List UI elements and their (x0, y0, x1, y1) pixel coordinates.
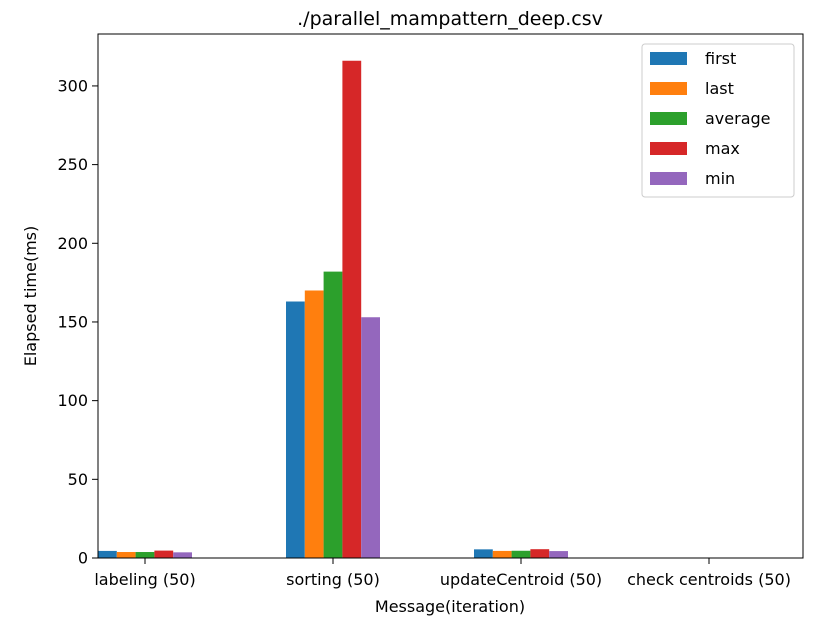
legend-label: average (705, 109, 771, 128)
bar-min-2 (549, 551, 568, 558)
y-tick-label: 0 (78, 549, 88, 568)
x-tick-label: labeling (50) (94, 570, 195, 589)
legend: first last average max min (641, 43, 795, 198)
x-tick-label: updateCentroid (50) (440, 570, 602, 589)
bar-last-0 (116, 552, 136, 558)
bar-last-2 (492, 550, 512, 558)
y-axis-label: Elapsed time(ms) (21, 226, 40, 367)
bar-max-2 (530, 549, 550, 558)
x-tick-label: check centroids (50) (627, 570, 791, 589)
bar-first-2 (474, 549, 493, 558)
bar-average-1 (323, 271, 343, 558)
legend-label: max (705, 139, 740, 158)
bar-first-0 (98, 550, 117, 558)
legend-swatch-last (650, 82, 687, 95)
bar-average-0 (135, 552, 155, 558)
bar-first-1 (286, 301, 305, 558)
legend-swatch-min (650, 172, 687, 185)
legend-label: min (705, 169, 735, 188)
bar-min-0 (173, 552, 192, 558)
bar-average-2 (511, 550, 531, 558)
y-tick-label: 200 (57, 234, 88, 253)
y-axis: 0 50 100 150 200 250 300 (57, 76, 98, 568)
bar-max-0 (154, 550, 174, 558)
bars-group (98, 60, 756, 558)
y-tick-label: 150 (57, 312, 88, 331)
bar-last-1 (304, 290, 324, 558)
legend-swatch-first (650, 52, 687, 65)
plot-frame (97, 33, 804, 559)
y-tick-label: 250 (57, 155, 88, 174)
bar-max-1 (342, 60, 362, 558)
x-axis: labeling (50) sorting (50) updateCentroid … (94, 558, 791, 589)
chart-title: ./parallel_mampattern_deep.csv (297, 8, 603, 30)
y-tick-label: 100 (57, 391, 88, 410)
legend-swatch-average (650, 112, 687, 125)
bar-min-1 (361, 317, 380, 558)
legend-label: first (705, 49, 736, 68)
x-tick-label: sorting (50) (286, 570, 380, 589)
x-axis-label: Message(iteration) (375, 597, 525, 616)
legend-label: last (705, 79, 734, 98)
y-tick-label: 300 (57, 76, 88, 95)
y-tick-label: 50 (68, 470, 88, 489)
legend-swatch-max (650, 142, 687, 155)
